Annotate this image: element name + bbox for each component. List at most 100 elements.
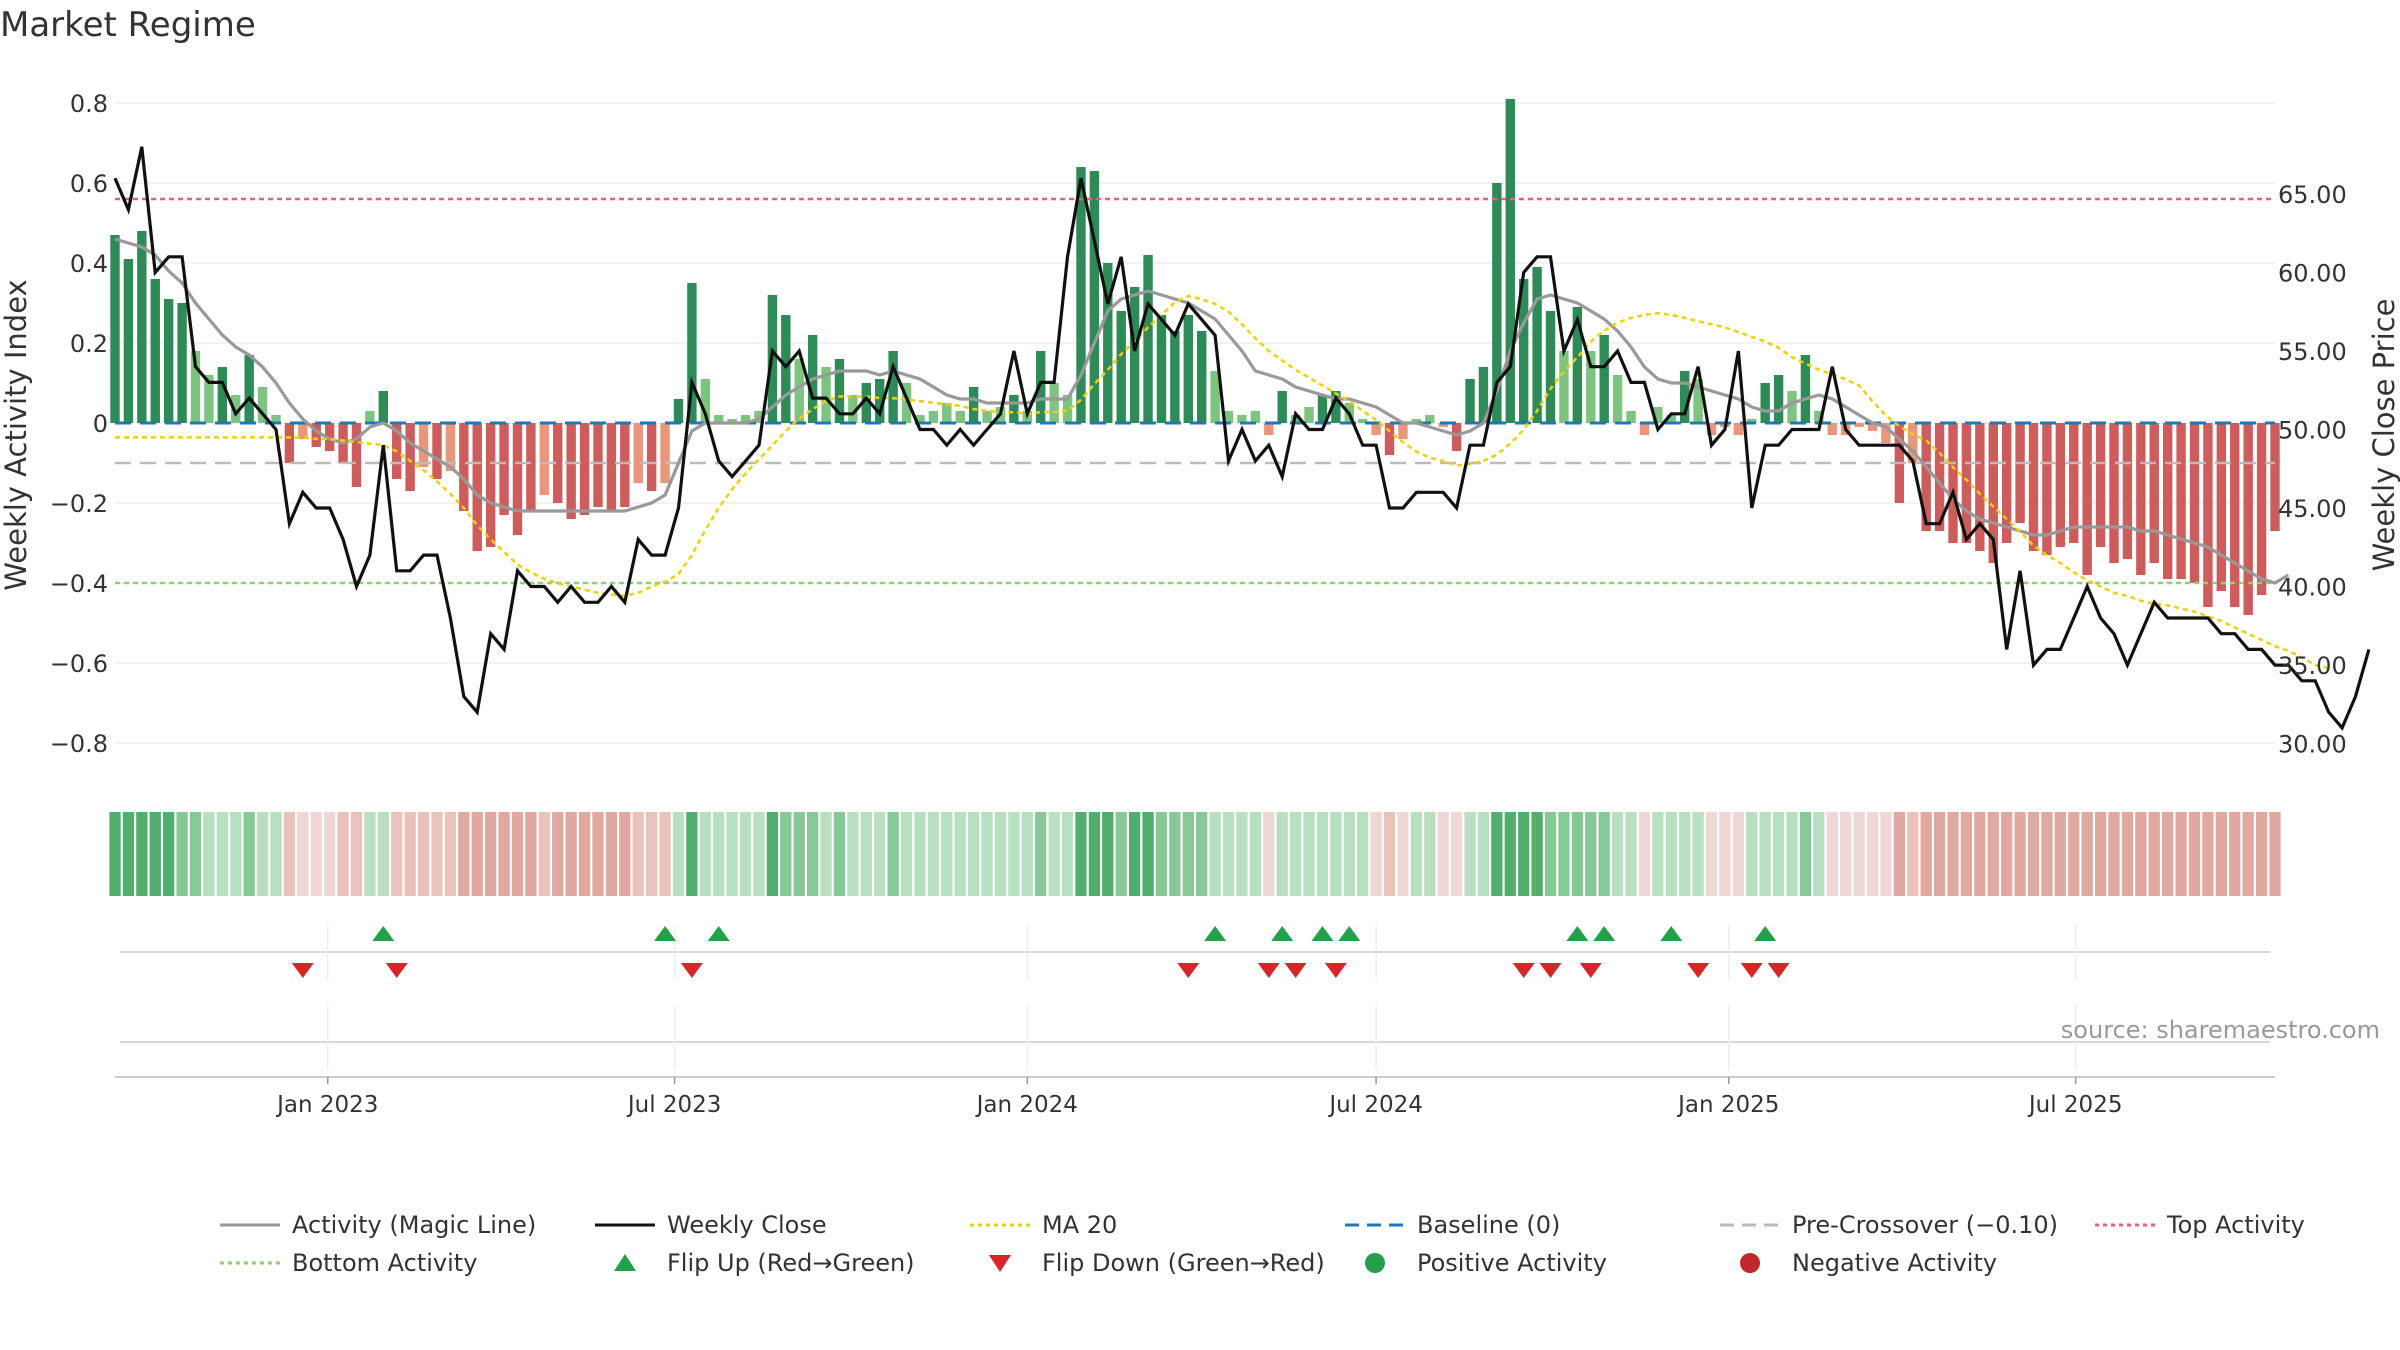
left-tick-label: 0.6 [70,170,108,198]
activity-bar [553,423,563,503]
activity-bar [687,283,697,423]
heatstrip-cell [1692,812,1704,896]
activity-bar [418,423,429,467]
activity-bar [1438,423,1448,427]
activity-bar [1881,423,1891,443]
activity-bar [848,395,858,423]
activity-bar [257,387,268,423]
heatstrip-cell [1021,812,1033,896]
activity-bar [1451,423,1462,451]
activity-bar [1773,375,1784,423]
heatstrip-cell [538,812,550,896]
activity-bar [2270,423,2280,531]
heatstrip-cell [2108,812,2120,896]
flip-down-marker [1324,963,1347,978]
x-tick-label: Jul 2024 [1327,1092,1423,1118]
activity-bar [2069,423,2079,543]
heatstrip-cell [1289,812,1302,896]
activity-bar [2082,423,2092,575]
activity-bar [190,351,201,423]
activity-bar [1800,355,1811,423]
activity-bar [2162,423,2173,579]
heatstrip-cell [887,812,899,896]
activity-bar [1559,351,1569,423]
flip-down-marker [385,963,408,978]
heatstrip-cell [578,812,591,896]
heatstrip-cell [1544,812,1557,896]
heatstrip-cell [2202,812,2214,896]
heatstrip-cell [2041,812,2053,896]
activity-bar [1250,411,1261,423]
heatstrip-cell [297,812,309,896]
activity-bar [1961,423,1972,543]
activity-bar [499,423,509,515]
heatstrip-cell [2081,812,2093,896]
activity-bar [740,415,751,423]
flip-up-marker [1204,926,1227,941]
activity-bar [298,423,308,439]
activity-bar [794,359,804,423]
activity-bar [2243,423,2253,615]
heatstrip-cell [1652,812,1664,896]
heatstrip-cell [364,812,376,896]
heatstrip-cell [2229,812,2241,896]
series-lines [113,146,2371,731]
activity-bar [1210,371,1220,423]
heatstrip-cell [2255,812,2268,896]
heatstrip-cell [2175,812,2187,896]
legend-label: Positive Activity [1417,1249,1607,1277]
left-tick-label: 0.8 [70,90,108,118]
heatstrip-cell [1276,812,1288,896]
activity-bar [660,423,670,483]
heatstrip-cell [1893,812,1905,896]
activity-bar [2015,423,2025,523]
heatstrip-cell [1169,812,1181,896]
heatstrip-cell [2121,812,2134,896]
left-tick-label: 0 [93,410,108,438]
activity-bar [1693,379,1703,423]
heatstrip-cell [646,812,658,896]
activity-bar [1653,407,1663,423]
heatstrip-cell [967,812,980,896]
x-tick-label: Jan 2024 [975,1092,1078,1118]
heatstrip-cell [283,812,296,896]
heatstrip-cell [324,812,336,896]
heatstrip-cell [1759,812,1771,896]
right-tick-label: 45.00 [2278,495,2347,523]
activity-bar [1156,315,1167,423]
heatstrip-cell [1182,812,1194,896]
heatstrip-cell [2215,812,2227,896]
heatstrip-cell [1571,812,1583,896]
heatstrip-cell [2094,812,2107,896]
heatstrip-cell [1477,812,1490,896]
activity-bar [1814,411,1824,423]
activity-bar [459,423,469,511]
heatstrip-cell [605,812,618,896]
activity-bar [606,423,617,511]
activity-bar [1049,383,1059,423]
heatstrip-cell [994,812,1007,896]
activity-bar [1747,419,1757,423]
heatstrip-cell [1746,812,1758,896]
heatstrip-cell [1397,812,1409,896]
activity-bar [1612,375,1623,423]
heatstrip-cell [243,812,255,896]
x-tick-label: Jan 2023 [275,1092,378,1118]
heatstrip-cell [1772,812,1785,896]
activity-bar [1519,279,1529,423]
right-tick-label: 60.00 [2278,259,2347,287]
activity-bar [1988,423,1998,563]
activity-bar [968,387,979,423]
flip-markers [120,925,2270,1070]
heatstrip-cell [1330,812,1342,896]
activity-bar [150,279,160,423]
flip-down-marker [1740,963,1763,978]
heatstrip-cell [2135,812,2147,896]
activity-bar [1237,415,1247,423]
activity-bar [1679,371,1690,423]
activity-bar [620,423,630,507]
activity-bar [1934,423,1945,531]
left-tick-label: −0.4 [50,570,108,598]
heatstrip-cell [1585,812,1597,896]
